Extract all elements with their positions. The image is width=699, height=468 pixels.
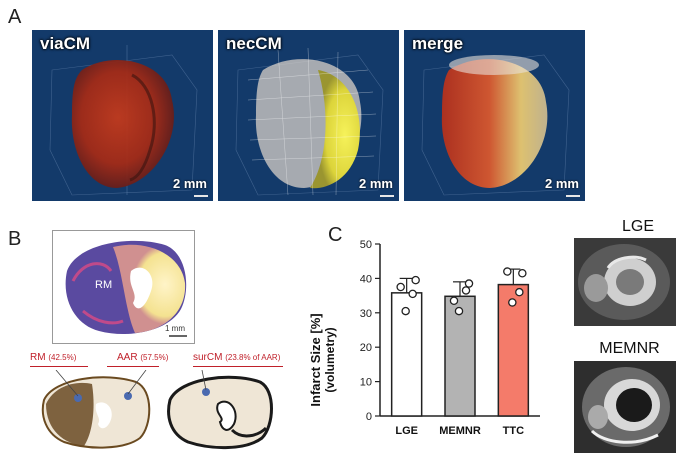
memnr-mri-image [574,361,676,453]
data-point [454,306,464,316]
histology-scale-label: 1 mm [165,324,185,333]
y-axis: 0 10 20 30 40 50 [360,239,540,423]
viacm-volume: viaCM 2 mm [32,30,213,201]
aar-underline [107,366,159,367]
rm-underline [30,366,88,367]
data-point [518,268,527,278]
surcm-label: surCM (23.8% of AAR) [193,352,281,363]
panel-b-letter: B [8,228,22,250]
neccm-scale-label: 2 mm [359,176,393,191]
lge-mri-title: LGE [621,218,654,235]
y-tick-label: 10 [360,377,372,389]
data-point [411,275,420,285]
neccm-volume: necCM 2 mm [218,30,399,201]
data-points [396,267,527,316]
data-point [449,296,459,306]
y-axis-label: Infarct Size [%] [308,313,323,406]
neccm-render [235,47,384,196]
viacm-title: viaCM [40,34,91,53]
panel-c-letter: C [328,224,343,246]
memnr-mri-title: MEMNR [599,340,660,357]
neccm-title: necCM [226,34,282,53]
surcm-underline [193,366,283,367]
y-tick-label: 0 [366,411,372,423]
data-point [464,279,474,288]
data-point [515,287,524,297]
aar-label: AAR (57.5%) [117,352,169,363]
infarct-size-chart: 0 10 20 30 40 50 LGE MEMNR TTC Infarct Size [%]… [308,239,540,437]
x-tick-label-ttc: TTC [503,425,524,437]
y-tick-label: 40 [360,273,372,285]
panel-a-letter: A [8,6,22,28]
viacm-render [49,45,198,196]
data-point [461,286,471,295]
neccm-scale-bar [380,195,394,197]
y-axis-sublabel: (volumetry) [323,327,337,392]
data-point [401,306,410,316]
merge-render [421,54,570,196]
data-point [396,282,405,292]
y-tick-label: 30 [360,308,372,320]
viacm-scale-bar [194,195,208,197]
viacm-scale-label: 2 mm [173,176,207,191]
y-tick-label: 20 [360,342,372,354]
bar-memnr [444,295,476,417]
surcm-slice [167,370,273,450]
x-tick-labels: LGE MEMNR TTC [395,425,524,437]
lge-mri-image [574,238,676,326]
data-point [503,267,512,276]
merge-scale-label: 2 mm [545,176,579,191]
merge-title: merge [412,34,464,53]
rm-region-label: RM [95,279,113,291]
histology-scale-bar [169,335,187,337]
y-tick-label: 50 [360,239,372,251]
x-tick-label-memnr: MEMNR [439,425,481,437]
data-point [408,289,417,299]
merge-volume: merge 2 mm [404,30,585,201]
bars [390,283,530,417]
x-tick-label-lge: LGE [395,425,418,437]
histology-slice [65,240,187,335]
rm-aar-slice [41,370,151,449]
rm-label: RM (42.5%) [30,352,77,363]
histology-frame: RM 1 mm [52,230,195,344]
merge-scale-bar [566,195,580,197]
data-point [508,298,517,307]
